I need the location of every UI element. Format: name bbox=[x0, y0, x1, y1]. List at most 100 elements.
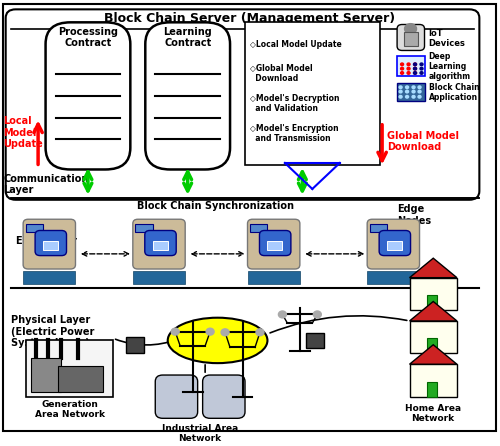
Circle shape bbox=[407, 63, 410, 66]
Circle shape bbox=[400, 72, 404, 74]
Text: Edge Layer: Edge Layer bbox=[16, 236, 76, 246]
FancyBboxPatch shape bbox=[146, 22, 230, 169]
FancyBboxPatch shape bbox=[260, 231, 291, 256]
Bar bbox=[397, 56, 424, 76]
Bar bbox=[367, 271, 420, 284]
Bar bbox=[133, 271, 185, 284]
FancyBboxPatch shape bbox=[202, 375, 245, 418]
Circle shape bbox=[420, 63, 423, 66]
Circle shape bbox=[221, 329, 229, 336]
Bar bbox=[23, 271, 76, 284]
FancyBboxPatch shape bbox=[145, 231, 176, 256]
Text: ◇Model's Encryption
  and Transmission: ◇Model's Encryption and Transmission bbox=[250, 124, 338, 144]
Circle shape bbox=[399, 86, 402, 89]
Circle shape bbox=[400, 63, 404, 66]
FancyBboxPatch shape bbox=[23, 219, 76, 269]
FancyBboxPatch shape bbox=[46, 22, 130, 169]
Bar bbox=[397, 83, 424, 101]
Bar bbox=[58, 366, 103, 392]
Bar bbox=[30, 358, 60, 392]
Circle shape bbox=[407, 67, 410, 70]
Bar bbox=[250, 223, 268, 232]
FancyBboxPatch shape bbox=[379, 231, 410, 256]
Text: Global Model
Download: Global Model Download bbox=[387, 131, 459, 152]
Bar bbox=[126, 337, 144, 352]
Polygon shape bbox=[410, 301, 457, 321]
FancyBboxPatch shape bbox=[156, 375, 198, 418]
Circle shape bbox=[414, 67, 416, 70]
Circle shape bbox=[404, 24, 416, 34]
Text: Block Chain
Application: Block Chain Application bbox=[428, 83, 479, 102]
Text: Industrial Area
Network: Industrial Area Network bbox=[162, 424, 238, 443]
Circle shape bbox=[406, 95, 408, 98]
Bar bbox=[26, 340, 113, 396]
Text: ◇Local Model Update: ◇Local Model Update bbox=[250, 40, 342, 49]
FancyBboxPatch shape bbox=[248, 219, 300, 269]
FancyBboxPatch shape bbox=[35, 231, 66, 256]
Bar bbox=[43, 241, 58, 249]
Polygon shape bbox=[410, 345, 457, 364]
Bar bbox=[404, 32, 417, 46]
Circle shape bbox=[314, 311, 322, 318]
Bar bbox=[410, 364, 457, 396]
Circle shape bbox=[399, 95, 402, 98]
Bar bbox=[426, 381, 438, 396]
Bar bbox=[268, 241, 282, 249]
FancyBboxPatch shape bbox=[6, 9, 480, 200]
Circle shape bbox=[412, 90, 415, 93]
Bar bbox=[306, 333, 324, 348]
Text: Communication
Layer: Communication Layer bbox=[3, 174, 88, 195]
Circle shape bbox=[406, 90, 408, 93]
Circle shape bbox=[418, 95, 421, 98]
Bar bbox=[248, 271, 300, 284]
Circle shape bbox=[171, 328, 179, 335]
Text: ◇Model's Decryption
  and Validation: ◇Model's Decryption and Validation bbox=[250, 94, 340, 113]
Text: Physical Layer
(Electric Power
System Layer): Physical Layer (Electric Power System La… bbox=[10, 315, 94, 348]
Circle shape bbox=[420, 67, 423, 70]
Circle shape bbox=[414, 63, 416, 66]
Bar bbox=[370, 223, 387, 232]
Circle shape bbox=[420, 72, 423, 74]
Circle shape bbox=[412, 95, 415, 98]
FancyBboxPatch shape bbox=[397, 25, 424, 50]
Bar bbox=[426, 338, 438, 353]
Ellipse shape bbox=[168, 318, 268, 363]
Text: Home Area
Network: Home Area Network bbox=[405, 404, 461, 423]
Circle shape bbox=[414, 72, 416, 74]
Circle shape bbox=[256, 329, 264, 336]
Bar bbox=[410, 321, 457, 353]
Bar bbox=[153, 241, 168, 249]
Circle shape bbox=[278, 311, 286, 318]
Circle shape bbox=[414, 63, 416, 66]
Bar bbox=[387, 241, 402, 249]
Circle shape bbox=[418, 86, 421, 89]
Bar bbox=[410, 278, 457, 310]
Circle shape bbox=[418, 90, 421, 93]
Text: Block Chain Synchronization: Block Chain Synchronization bbox=[136, 201, 294, 211]
FancyBboxPatch shape bbox=[133, 219, 185, 269]
Bar bbox=[245, 22, 380, 165]
Text: Generation
Area Network: Generation Area Network bbox=[34, 400, 104, 419]
Circle shape bbox=[414, 72, 416, 74]
Bar bbox=[426, 295, 438, 310]
Text: Deep
Learning
algorithm: Deep Learning algorithm bbox=[428, 52, 470, 81]
Text: Local
Model
Update: Local Model Update bbox=[3, 116, 43, 149]
Text: Block Chain Server (Management Server): Block Chain Server (Management Server) bbox=[104, 12, 396, 25]
Text: Data Centre
(Smart Grid): Data Centre (Smart Grid) bbox=[188, 330, 248, 349]
Bar bbox=[26, 223, 43, 232]
Text: ◇Global Model
  Download: ◇Global Model Download bbox=[250, 63, 312, 83]
Text: Edge
Nodes: Edge Nodes bbox=[397, 204, 431, 226]
Circle shape bbox=[412, 86, 415, 89]
Circle shape bbox=[400, 67, 404, 70]
Circle shape bbox=[206, 328, 214, 335]
Circle shape bbox=[406, 86, 408, 89]
Text: Learning
Contract: Learning Contract bbox=[164, 27, 212, 48]
Text: IoT
Devices: IoT Devices bbox=[428, 29, 466, 48]
FancyBboxPatch shape bbox=[367, 219, 420, 269]
Circle shape bbox=[399, 90, 402, 93]
Polygon shape bbox=[410, 258, 457, 278]
Circle shape bbox=[414, 67, 416, 70]
Bar bbox=[136, 223, 153, 232]
Circle shape bbox=[407, 72, 410, 74]
Text: Processing
Contract: Processing Contract bbox=[58, 27, 118, 48]
